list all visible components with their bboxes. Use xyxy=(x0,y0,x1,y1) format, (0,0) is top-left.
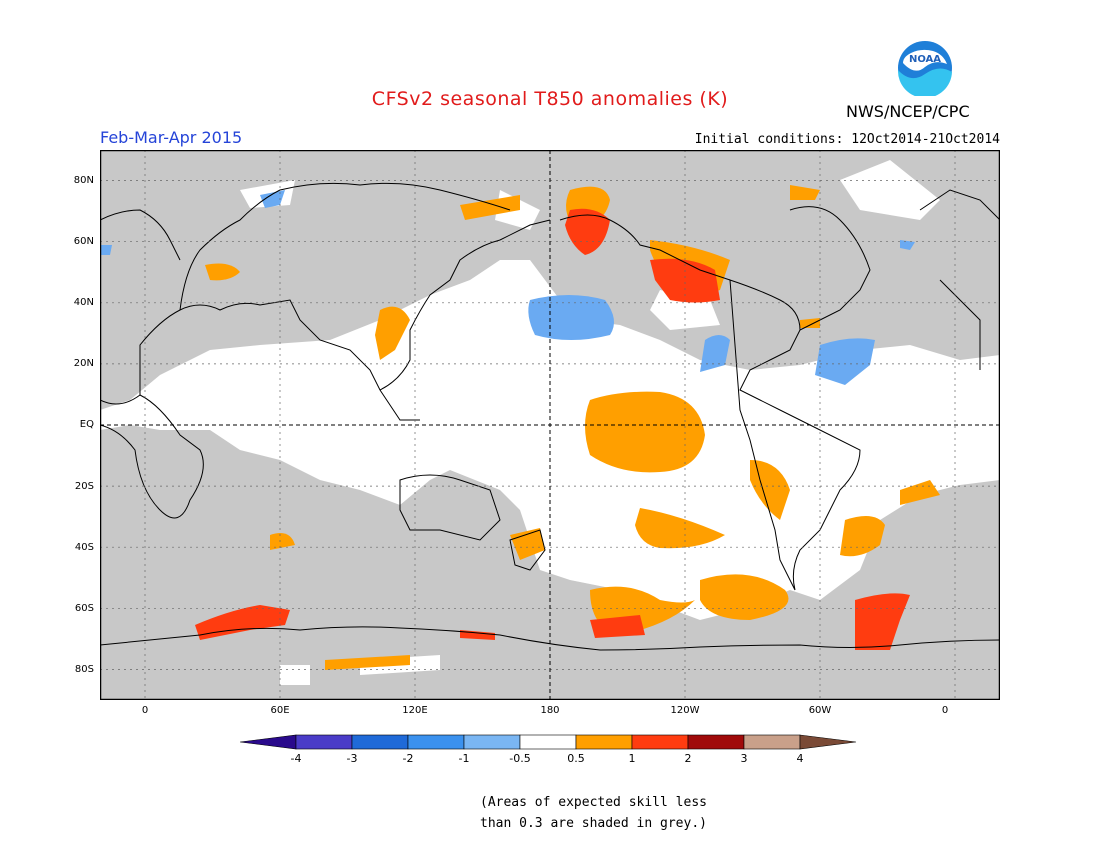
colorbar-label: 4 xyxy=(796,752,804,765)
cool-anomaly-subtropical-atlantic xyxy=(815,338,875,385)
lat-label: 60S xyxy=(74,603,94,614)
colorbar-swatch xyxy=(743,734,801,750)
skill-footnote: (Areas of expected skill less than 0.3 a… xyxy=(480,792,707,834)
footnote-line: (Areas of expected skill less xyxy=(480,795,707,810)
warm-anomaly-1-to-2 xyxy=(195,208,910,650)
colorbar-label: 0.5 xyxy=(567,752,585,765)
chart-title: CFSv2 seasonal T850 anomalies (K) xyxy=(371,88,729,110)
lat-label: EQ xyxy=(79,419,94,430)
agency-label: NWS/NCEP/CPC xyxy=(846,102,970,121)
colorbar-label: -3 xyxy=(346,752,358,765)
noaa-logo-icon: NOAA xyxy=(897,41,952,96)
colorbar-label: -2 xyxy=(402,752,414,765)
colorbar-swatch xyxy=(575,734,633,750)
colorbar-label: 3 xyxy=(740,752,748,765)
colorbar-label: 1 xyxy=(628,752,636,765)
lat-label: 80N xyxy=(73,175,94,186)
colorbar-swatch xyxy=(687,734,745,750)
warm-anomaly-western-canada xyxy=(650,258,720,303)
lon-label: 60E xyxy=(270,705,290,716)
anomaly-map xyxy=(100,150,1000,700)
footnote-line: than 0.3 are shaded in grey.) xyxy=(480,816,707,831)
forecast-period: Feb-Mar-Apr 2015 xyxy=(100,128,243,147)
cool-anomaly-mexico xyxy=(700,335,730,372)
lon-label: 0 xyxy=(941,705,949,716)
colorbar-swatch xyxy=(351,734,409,750)
colorbar-label: -4 xyxy=(290,752,302,765)
coastlines xyxy=(100,182,1000,651)
colorbar-arrow-low xyxy=(240,734,297,750)
warm-anomaly-alaska xyxy=(565,208,610,255)
colorbar-label: 2 xyxy=(684,752,692,765)
lat-label: 40N xyxy=(73,297,94,308)
lat-label: 40S xyxy=(74,542,94,553)
colorbar-swatch xyxy=(519,734,577,750)
lat-label: 20N xyxy=(73,358,94,369)
colorbar-swatch xyxy=(407,734,465,750)
lat-label: 60N xyxy=(73,236,94,247)
lon-label: 0 xyxy=(141,705,149,716)
colorbar-swatch xyxy=(631,734,689,750)
lon-label: 120W xyxy=(670,705,700,716)
colorbar-swatch xyxy=(295,734,353,750)
logo-lettering: NOAA xyxy=(909,54,941,65)
lon-label: 60W xyxy=(808,705,832,716)
lat-label: 20S xyxy=(74,481,94,492)
warm-anomaly-equatorial-pacific xyxy=(585,391,705,473)
lon-label: 120E xyxy=(402,705,428,716)
colorbar-arrow-high xyxy=(799,734,857,750)
cool-anomaly-north-pacific xyxy=(528,295,614,340)
lon-label: 180 xyxy=(540,705,560,716)
colorbar-label: -0.5 xyxy=(509,752,531,765)
map-frame xyxy=(100,150,1000,700)
initial-conditions: Initial conditions: 12Oct2014-21Oct2014 xyxy=(694,132,1000,147)
colorbar-label: -1 xyxy=(458,752,470,765)
lat-label: 80S xyxy=(74,664,94,675)
colorbar-swatch xyxy=(463,734,521,750)
colorbar xyxy=(240,734,857,750)
